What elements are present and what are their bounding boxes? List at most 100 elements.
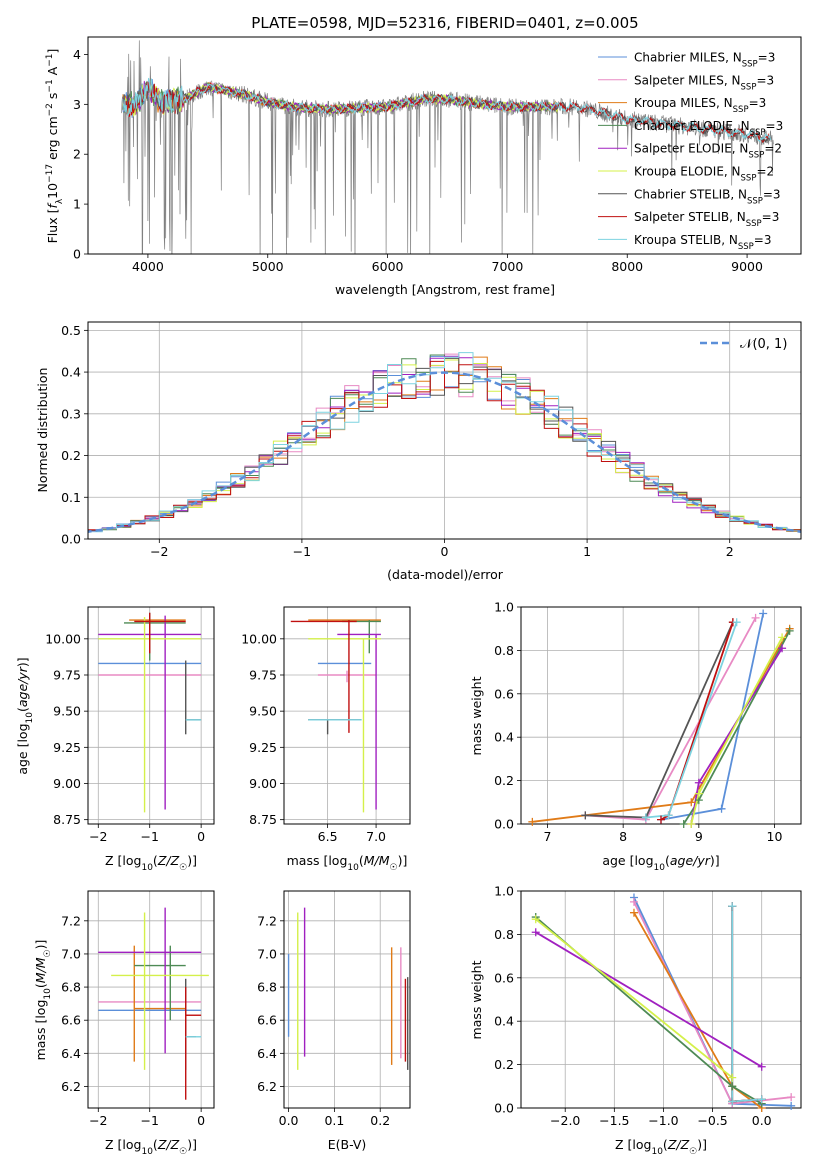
y-tick-label: 0.8 bbox=[494, 927, 514, 942]
y-axis-label: age [log10(age/yr)] bbox=[15, 657, 35, 774]
x-tick-label: 0 bbox=[441, 544, 449, 559]
y-tick-label: 6.2 bbox=[257, 1079, 277, 1094]
chart-title: PLATE=0598, MJD=52316, FIBERID=0401, z=0… bbox=[251, 14, 638, 32]
point-marker bbox=[778, 644, 787, 653]
x-tick-label: 7.0 bbox=[366, 829, 386, 844]
legend-label: Chabrier ELODIE, NSSP=3 bbox=[634, 119, 783, 138]
y-tick-label: 0.6 bbox=[494, 686, 514, 701]
legend: Chabrier MILES, NSSP=3 Salpeter MILES, NS… bbox=[598, 51, 783, 252]
axes-frame bbox=[87, 36, 802, 255]
x-tick-label: −1 bbox=[140, 829, 158, 844]
point-marker bbox=[785, 626, 794, 635]
y-tick-label: 3 bbox=[73, 97, 81, 112]
point-marker bbox=[679, 820, 688, 828]
x-tick-label: 9000 bbox=[731, 259, 763, 274]
x-tick-label: 1 bbox=[583, 544, 591, 559]
plot-area bbox=[98, 612, 202, 813]
chart-mass-vs-ebv: 0.0 0.1 0.2 6.2 6.4 6.6 6.8 7.0 7.2 E(B-V) bbox=[257, 890, 411, 1152]
y-tick-label: 9.50 bbox=[249, 704, 277, 719]
point-marker bbox=[581, 811, 590, 820]
x-tick-label: −0.5 bbox=[697, 1113, 727, 1128]
y-tick-label: 9.75 bbox=[249, 667, 277, 682]
x-tick-label: −1.5 bbox=[599, 1113, 629, 1128]
y-tick-label: 1.0 bbox=[494, 600, 514, 615]
x-tick-label: 0 bbox=[197, 1113, 205, 1128]
axes-frame bbox=[283, 606, 411, 825]
x-tick-label: −2 bbox=[89, 829, 107, 844]
x-tick-label: −2.0 bbox=[550, 1113, 580, 1128]
y-tick-label: 0.0 bbox=[494, 817, 514, 832]
histogram-kroupa-stelib bbox=[88, 352, 801, 533]
y-tick-label: 9.25 bbox=[249, 740, 277, 755]
y-tick-label: 0 bbox=[73, 247, 81, 262]
y-axis-label: mass [log10(M/M☉)] bbox=[33, 940, 53, 1061]
chart-massweight-vs-Z: −2.0 −1.5 −1.0 −0.5 0.0 0.0 0.2 0.4 0.6 0.8 1.0 Z [… bbox=[469, 884, 802, 1157]
x-tick-label: 0.0 bbox=[279, 1113, 299, 1128]
y-tick-label: 6.8 bbox=[61, 980, 81, 995]
y-tick-label: 0.1 bbox=[61, 490, 81, 505]
axes-frame bbox=[87, 606, 215, 825]
legend-label: Kroupa MILES, NSSP=3 bbox=[634, 96, 766, 115]
x-tick-label: 7000 bbox=[492, 259, 524, 274]
plot-area bbox=[88, 352, 801, 534]
y-tick-label: 8.75 bbox=[53, 812, 81, 827]
y-tick-label: 0.8 bbox=[494, 643, 514, 658]
point-marker bbox=[641, 813, 650, 822]
x-axis-label: mass [log10(M/M☉)] bbox=[287, 853, 408, 873]
x-tick-label: −1.0 bbox=[648, 1113, 678, 1128]
plot-area bbox=[290, 619, 381, 813]
y-axis-label: mass weight bbox=[469, 676, 484, 755]
y-tick-label: 9.00 bbox=[249, 776, 277, 791]
point-marker bbox=[531, 915, 540, 924]
model-kroupa-stelib bbox=[122, 77, 772, 143]
axes-frame bbox=[283, 890, 411, 1109]
y-tick-label: 0.2 bbox=[61, 448, 81, 463]
point-marker bbox=[732, 618, 741, 627]
legend-label: Salpeter ELODIE, NSSP=2 bbox=[634, 142, 782, 161]
point-marker bbox=[757, 1062, 766, 1071]
y-tick-label: 9.00 bbox=[53, 776, 81, 791]
x-tick-label: 5000 bbox=[252, 259, 284, 274]
point-marker bbox=[694, 789, 703, 798]
x-tick-label: 0.0 bbox=[752, 1113, 772, 1128]
plot-area bbox=[98, 907, 209, 1100]
y-axis-label: Normed distribution bbox=[35, 368, 50, 493]
x-tick-label: 4000 bbox=[132, 259, 164, 274]
series-kroupa-stelib bbox=[731, 906, 762, 1103]
y-tick-label: 0.3 bbox=[61, 406, 81, 421]
chart-age-vs-mass: 6.5 7.0 8.75 9.00 9.25 9.50 9.75 10.00 mass [log… bbox=[241, 606, 411, 873]
legend-label: Kroupa STELIB, NSSP=3 bbox=[634, 233, 772, 252]
y-tick-label: 0.0 bbox=[494, 1101, 514, 1116]
axes-frame bbox=[520, 890, 802, 1109]
point-marker bbox=[728, 1073, 737, 1082]
point-marker bbox=[629, 908, 638, 917]
x-tick-label: 7 bbox=[544, 829, 552, 844]
y-tick-label: 6.6 bbox=[257, 1013, 277, 1028]
point-marker bbox=[757, 1095, 766, 1104]
gaussian-curve bbox=[88, 371, 801, 533]
x-tick-label: 0.1 bbox=[324, 1113, 344, 1128]
x-tick-label: −2 bbox=[89, 1113, 107, 1128]
point-marker bbox=[759, 609, 768, 618]
y-tick-label: 0.6 bbox=[494, 970, 514, 985]
x-axis-label: Z [log10(Z/Z☉)] bbox=[615, 1137, 707, 1157]
x-axis-label: Z [log10(Z/Z☉)] bbox=[105, 1137, 197, 1157]
series-chabrier-miles bbox=[660, 613, 765, 821]
y-axis-label: mass weight bbox=[469, 960, 484, 1039]
chart-spectrum: 4000 5000 6000 7000 8000 9000 0 1 2 3 4 PLATE=0598,… bbox=[45, 14, 802, 297]
x-tick-label: 2 bbox=[726, 544, 734, 559]
y-tick-label: 7.2 bbox=[61, 913, 81, 928]
point-marker bbox=[728, 902, 737, 911]
y-tick-label: 0.0 bbox=[61, 532, 81, 547]
series-kroupa-elodie bbox=[535, 918, 733, 1079]
point-marker bbox=[778, 633, 787, 642]
point-marker bbox=[728, 1082, 737, 1091]
chart-age-vs-Z: −2 −1 0 8.75 9.00 9.25 9.50 9.75 10.00 Z [log10(Z… bbox=[15, 606, 215, 873]
y-tick-label: 9.25 bbox=[53, 740, 81, 755]
point-marker bbox=[657, 815, 665, 824]
y-tick-label: 6.4 bbox=[257, 1046, 277, 1061]
y-tick-label: 0.2 bbox=[494, 773, 514, 788]
point-marker bbox=[629, 897, 638, 906]
y-tick-label: 1 bbox=[73, 197, 81, 212]
